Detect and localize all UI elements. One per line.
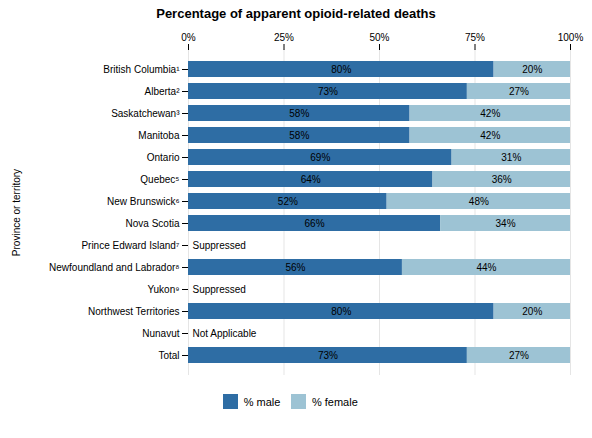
svg-text:20%: 20% [522,64,542,75]
html-text:Percentage of apparent opioid-: Percentage of apparent opioid-related de… [156,6,436,21]
svg-text:31%: 31% [501,152,521,163]
html-text:% female: % female [311,395,358,408]
svg-text:Ontario: Ontario [147,152,180,163]
svg-text:Manitoba: Manitoba [138,130,180,141]
svg-text:80%: 80% [331,306,351,317]
svg-text:75%: 75% [465,32,485,43]
svg-text:80%: 80% [331,64,351,75]
svg-text:0%: 0% [181,32,196,43]
svg-text:Not Applicable: Not Applicable [193,328,257,339]
svg-text:Nunavut: Nunavut [142,328,179,339]
svg-text:100%: 100% [558,32,584,43]
svg-text:Northwest Territories: Northwest Territories [88,306,180,317]
svg-text:Yukon⁹: Yukon⁹ [147,284,179,295]
svg-text:58%: 58% [289,130,309,141]
svg-text:42%: 42% [480,130,500,141]
svg-text:New Brunswick⁶: New Brunswick⁶ [107,196,179,207]
svg-text:Alberta²: Alberta² [144,86,180,97]
svg-text:66%: 66% [305,218,325,229]
svg-text:Saskatchewan³: Saskatchewan³ [111,108,180,119]
svg-text:Total: Total [158,350,179,361]
svg-text:56%: 56% [285,262,305,273]
svg-text:42%: 42% [480,108,500,119]
svg-text:64%: 64% [301,174,321,185]
svg-text:Suppressed: Suppressed [193,240,246,251]
html-text:% male: % male [243,395,281,408]
svg-text:73%: 73% [318,86,338,97]
svg-text:48%: 48% [469,196,489,207]
svg-text:25%: 25% [274,32,294,43]
svg-text:52%: 52% [278,196,298,207]
svg-text:27%: 27% [509,86,529,97]
svg-text:Prince Edward Island⁷: Prince Edward Island⁷ [81,240,179,251]
svg-text:Quebec⁵: Quebec⁵ [140,174,179,185]
svg-text:Suppressed: Suppressed [193,284,246,295]
svg-text:Newfoundland and Labrador⁸: Newfoundland and Labrador⁸ [49,262,179,273]
svg-text:36%: 36% [492,174,512,185]
svg-text:73%: 73% [318,350,338,361]
svg-text:69%: 69% [310,152,330,163]
svg-text:Province or territory: Province or territory [11,169,22,256]
svg-text:Nova Scotia: Nova Scotia [126,218,180,229]
svg-text:58%: 58% [289,108,309,119]
svg-text:34%: 34% [496,218,516,229]
svg-text:20%: 20% [522,306,542,317]
svg-text:50%: 50% [369,32,389,43]
svg-text:27%: 27% [509,350,529,361]
svg-text:44%: 44% [476,262,496,273]
svg-text:British Columbia¹: British Columbia¹ [103,64,180,75]
